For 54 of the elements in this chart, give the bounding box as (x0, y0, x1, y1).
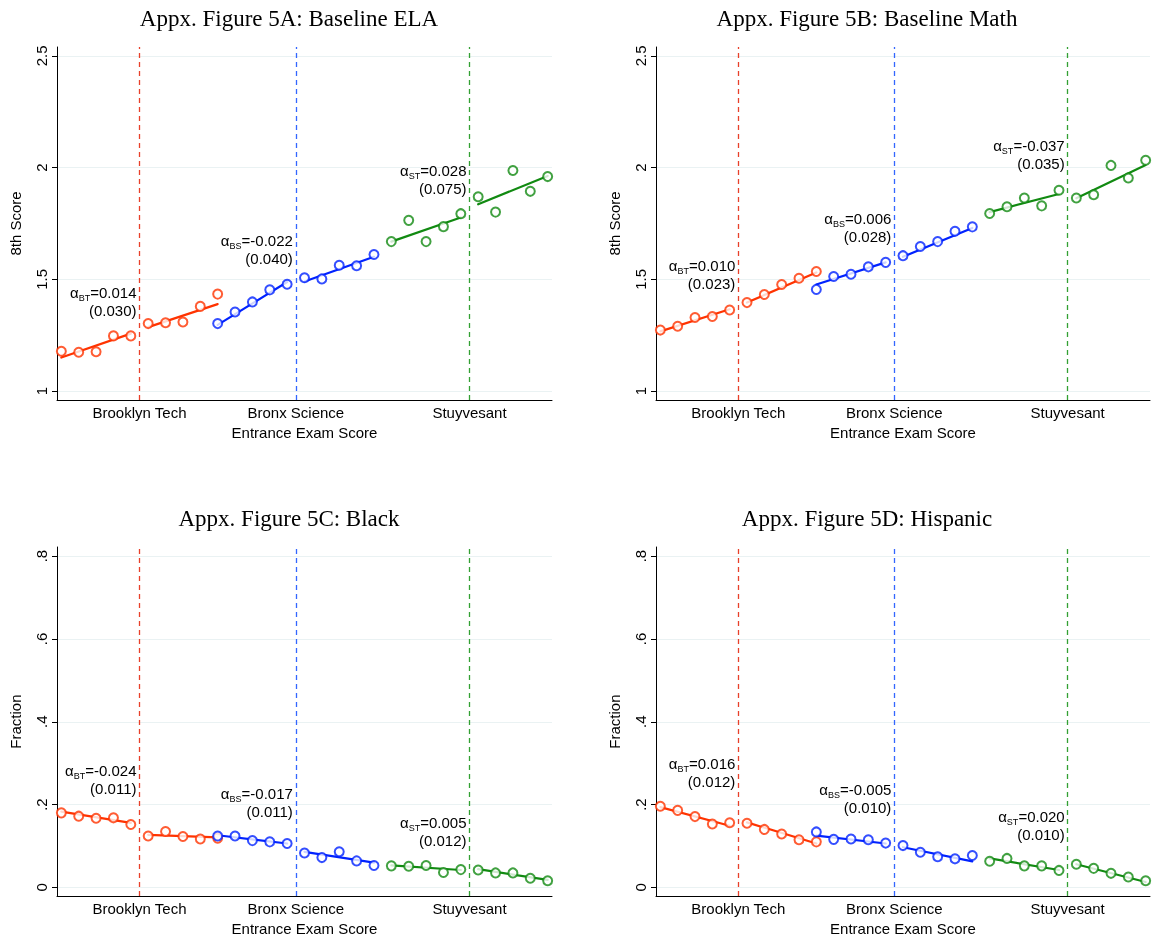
x-axis-title: Entrance Exam Score (231, 423, 378, 441)
annotation: α$_{ST}$=0.005 (0.012) (400, 814, 467, 851)
chart-title: Appx. Figure 5A: Baseline ELA (139, 6, 439, 31)
y-tick-label: 1.5 (632, 268, 649, 290)
x-tick-label: Brooklyn Tech (691, 900, 786, 918)
y-tick-label: 0 (33, 883, 50, 892)
annotation: α$_{ST}$=-0.037 (0.035) (993, 137, 1065, 174)
x-tick-label: Brooklyn Tech (92, 900, 187, 918)
x-tick-label: Stuyvesant (432, 404, 508, 421)
annotation: α$_{ST}$=0.020 (0.010) (998, 807, 1065, 844)
y-tick-label: .8 (632, 549, 649, 563)
x-tick-label: Bronx Science (845, 900, 943, 918)
x-tick-label: Stuyvesant (1030, 404, 1106, 421)
x-axis-title: Entrance Exam Score (830, 423, 976, 441)
x-tick-label: Bronx Science (247, 404, 345, 421)
annotation: α$_{BT}$=0.016 (0.012) (668, 754, 736, 791)
chart-title: Appx. Figure 5C: Black (178, 506, 401, 531)
x-tick-label: Bronx Science (247, 900, 345, 918)
annotation: α$_{BT}$=0.014 (0.030) (70, 283, 137, 320)
x-axis-title: Entrance Exam Score (830, 920, 976, 937)
annotation: α$_{BS}$=0.006 (0.028) (824, 209, 892, 246)
annotation: α$_{BS}$=-0.005 (0.010) (819, 781, 892, 818)
x-tick-label: Stuyvesant (432, 900, 508, 918)
y-tick-label: 2.5 (632, 45, 649, 67)
x-axis-title: Entrance Exam Score (231, 920, 378, 937)
annotation: α$_{ST}$=0.028 (0.075) (400, 162, 467, 199)
x-tick-label: Stuyvesant (1030, 900, 1106, 918)
y-tick-label: 2 (33, 163, 50, 172)
annotation: α$_{BS}$=-0.017 (0.011) (220, 784, 293, 821)
x-tick-label: Brooklyn Tech (691, 404, 786, 421)
annotation: α$_{BS}$=-0.022 (0.040) (220, 231, 293, 268)
x-tick-label: Bronx Science (845, 404, 943, 421)
y-tick-label: 1 (33, 386, 50, 396)
y-axis-title: Fraction (7, 694, 24, 749)
y-tick-label: .2 (33, 798, 50, 811)
y-tick-label: .8 (33, 549, 50, 563)
y-axis-title: 8th Score (606, 191, 623, 256)
y-tick-label: .4 (632, 715, 649, 729)
y-axis-title: 8th Score (7, 191, 24, 256)
y-tick-label: .4 (33, 715, 50, 729)
annotation: α$_{BT}$=-0.024 (0.011) (65, 761, 137, 798)
y-tick-label: 1 (632, 386, 649, 396)
annotation: α$_{BT}$=0.010 (0.023) (668, 257, 736, 294)
y-tick-label: 0 (632, 883, 649, 892)
y-tick-label: .6 (632, 632, 649, 646)
y-tick-label: 2 (632, 163, 649, 172)
y-tick-label: .6 (33, 632, 50, 646)
chart-title: Appx. Figure 5D: Hispanic (741, 506, 993, 531)
x-tick-label: Brooklyn Tech (92, 404, 187, 421)
y-tick-label: .2 (632, 798, 649, 811)
y-axis-title: Fraction (606, 694, 623, 749)
y-tick-label: 2.5 (33, 45, 50, 67)
y-tick-label: 1.5 (33, 268, 50, 290)
chart-title: Appx. Figure 5B: Baseline Math (716, 6, 1018, 31)
